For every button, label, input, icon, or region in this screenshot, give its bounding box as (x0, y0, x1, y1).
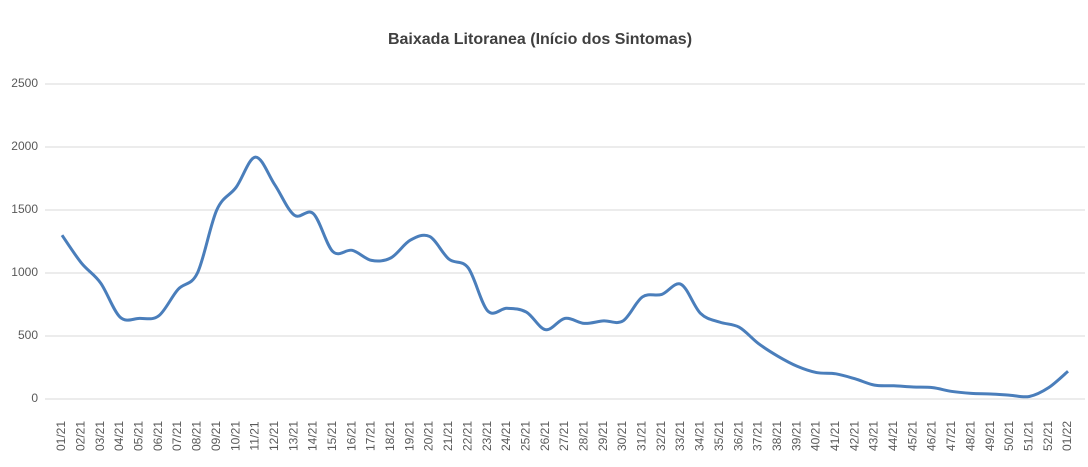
x-tick-label: 13/21 (286, 421, 300, 451)
chart-title: Baixada Litoranea (Início dos Sintomas) (388, 31, 692, 48)
x-tick-label: 05/21 (132, 421, 146, 451)
x-tick-label: 06/21 (151, 421, 165, 451)
x-tick-label: 48/21 (963, 421, 977, 451)
y-tick-label: 2500 (11, 76, 38, 90)
x-tick-label: 16/21 (344, 421, 358, 451)
x-tick-label: 47/21 (944, 421, 958, 451)
x-tick-label: 49/21 (983, 421, 997, 451)
x-tick-label: 02/21 (74, 421, 88, 451)
x-tick-label: 40/21 (809, 421, 823, 451)
x-tick-label: 36/21 (731, 421, 745, 451)
x-tick-label: 07/21 (170, 421, 184, 451)
x-tick-label: 29/21 (596, 421, 610, 451)
x-tick-label: 18/21 (383, 421, 397, 451)
x-tick-label: 43/21 (867, 421, 881, 451)
x-tick-label: 03/21 (93, 421, 107, 451)
x-tick-label: 32/21 (654, 421, 668, 451)
x-tick-label: 21/21 (441, 421, 455, 451)
x-tick-label: 46/21 (925, 421, 939, 451)
x-tick-label: 11/21 (248, 421, 262, 450)
y-tick-label: 500 (18, 328, 38, 342)
x-tick-label: 09/21 (209, 421, 223, 451)
x-tick-label: 45/21 (905, 421, 919, 451)
x-tick-label: 23/21 (480, 421, 494, 451)
y-tick-label: 2000 (11, 139, 38, 153)
x-tick-label: 28/21 (577, 421, 591, 451)
data-line (60, 155, 1069, 399)
x-tick-label: 08/21 (190, 421, 204, 451)
x-tick-label: 22/21 (460, 421, 474, 451)
x-tick-label: 35/21 (712, 421, 726, 451)
x-tick-label: 24/21 (499, 421, 513, 451)
x-tick-label: 41/21 (828, 421, 842, 451)
y-tick-label: 0 (31, 391, 38, 405)
x-tick-label: 12/21 (267, 421, 281, 451)
x-tick-label: 30/21 (615, 421, 629, 451)
x-tick-label: 52/21 (1041, 421, 1055, 451)
y-tick-label: 1000 (11, 265, 38, 279)
x-tick-label: 15/21 (325, 421, 339, 451)
x-tick-label: 38/21 (770, 421, 784, 451)
x-tick-label: 33/21 (673, 421, 687, 451)
x-tick-label: 14/21 (306, 421, 320, 451)
x-tick-label: 10/21 (228, 421, 242, 451)
y-tick-label: 1500 (11, 202, 38, 216)
x-tick-label: 19/21 (402, 421, 416, 451)
x-tick-label: 25/21 (518, 421, 532, 451)
x-tick-label: 37/21 (751, 421, 765, 451)
x-tick-label: 42/21 (847, 421, 861, 451)
x-tick-label: 17/21 (364, 421, 378, 451)
x-tick-label: 04/21 (112, 421, 126, 451)
x-tick-label: 51/21 (1021, 421, 1035, 451)
x-tick-label: 44/21 (886, 421, 900, 451)
x-tick-label: 39/21 (789, 421, 803, 451)
x-tick-label: 31/21 (635, 421, 649, 451)
x-tick-label: 26/21 (538, 421, 552, 451)
x-tick-label: 20/21 (422, 421, 436, 451)
x-tick-label: 27/21 (557, 421, 571, 451)
x-tick-label: 01/21 (54, 421, 68, 451)
x-tick-label: 34/21 (693, 421, 707, 451)
x-tick-label: 50/21 (1002, 421, 1016, 451)
x-tick-label: 01/22 (1060, 421, 1074, 451)
